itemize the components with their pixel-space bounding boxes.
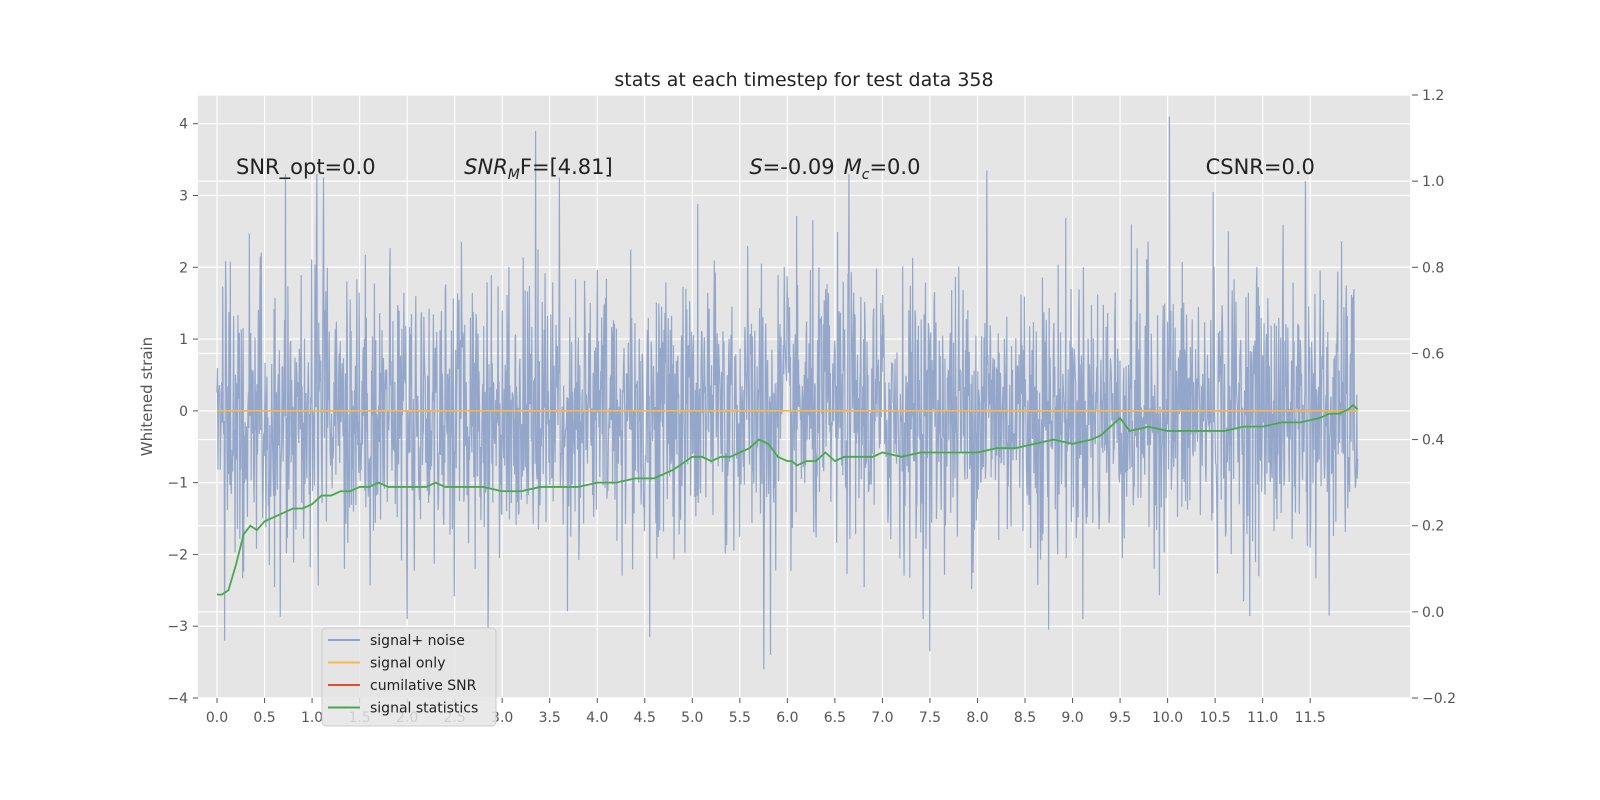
x-tick-label: 8.0 [966, 710, 988, 726]
x-tick-label: 11.0 [1247, 710, 1278, 726]
y-axis-label: Whitened strain [138, 337, 156, 456]
x-tick-label: 9.5 [1109, 710, 1131, 726]
x-tick-label: 11.5 [1295, 710, 1326, 726]
y-tick-label: −1 [167, 476, 188, 492]
x-tick-label: 3.0 [491, 710, 513, 726]
x-tick-label: 3.5 [539, 710, 561, 726]
legend-box [321, 627, 497, 727]
x-tick-label: 7.0 [871, 710, 893, 726]
series-signal-noise [216, 116, 1359, 670]
y-tick-label: 4 [179, 117, 188, 133]
x-tick-label: 0.0 [206, 710, 228, 726]
annotation-snr-mf-sub: M [508, 167, 520, 183]
y-tick-label: 0 [179, 404, 188, 420]
y-tick-label: −4 [167, 691, 188, 707]
signal-noise-line [216, 116, 1359, 670]
y2-tick-label: −0.2 [1422, 691, 1456, 707]
x-tick-label: 6.5 [824, 710, 846, 726]
y2-tick-label: 0.6 [1422, 346, 1444, 362]
y2-tick-label: 0.4 [1422, 433, 1444, 449]
x-tick-label: 7.5 [919, 710, 941, 726]
y-tick-label: −3 [167, 619, 188, 635]
legend-entry: signal statistics [370, 701, 478, 717]
annotation-snr-opt: SNR_opt=0.0 [236, 155, 376, 180]
x-tick-label: 4.0 [586, 710, 608, 726]
annotation-snr-mf-prefix: SNR [464, 155, 508, 179]
series-lines [217, 403, 1359, 596]
annotations: SNR_opt=0.0 SNRMF=[4.81] S=-0.09 Mc=0.0 CSNR… [236, 155, 1315, 183]
x-tick-label: 5.0 [681, 710, 703, 726]
annotation-mc-value: =0.0 [869, 155, 920, 179]
series-line-signal-statistics [217, 403, 1359, 596]
annotation-mc-symbol: M [844, 155, 862, 179]
annotation-s-symbol: S [749, 155, 762, 179]
annotation-s-mc: S=-0.09 Mc=0.0 [749, 155, 920, 183]
y-tick-label: 2 [179, 260, 188, 276]
legend: signal+ noise signal only cumilative SNR si… [321, 627, 497, 727]
x-tick-label: 8.5 [1014, 710, 1036, 726]
y2-tick-label: 0.8 [1422, 260, 1444, 276]
annotation-snr-mf: SNRMF=[4.81] [464, 155, 613, 183]
x-tick-label: 9.0 [1061, 710, 1083, 726]
y-tick-label: 3 [179, 189, 188, 205]
legend-entry: signal only [370, 656, 445, 672]
legend-entry: signal+ noise [370, 633, 465, 649]
y-tick-label: 1 [179, 332, 188, 348]
x-tick-label: 1.0 [301, 710, 323, 726]
y2-tick-label: 1.2 [1422, 88, 1444, 104]
x-tick-label: 10.0 [1152, 710, 1183, 726]
x-tick-label: 6.0 [776, 710, 798, 726]
x-tick-label: 0.5 [253, 710, 275, 726]
annotation-snr-mf-suffix: F=[4.81] [520, 155, 613, 179]
x-tick-label: 4.5 [634, 710, 656, 726]
y-tick-label: −2 [167, 547, 188, 563]
annotation-csnr: CSNR=0.0 [1206, 155, 1315, 179]
y2-tick-label: 1.0 [1422, 174, 1444, 190]
annotation-s-value: =-0.09 [763, 155, 835, 179]
x-tick-label: 10.5 [1200, 710, 1231, 726]
y2-tick-label: 0.0 [1422, 605, 1444, 621]
annotation-mc-sub: c [862, 167, 870, 183]
y2-tick-label: 0.2 [1422, 519, 1444, 535]
legend-entry: cumilative SNR [370, 678, 477, 694]
chart-title: stats at each timestep for test data 358 [614, 69, 993, 91]
x-tick-label: 5.5 [729, 710, 751, 726]
